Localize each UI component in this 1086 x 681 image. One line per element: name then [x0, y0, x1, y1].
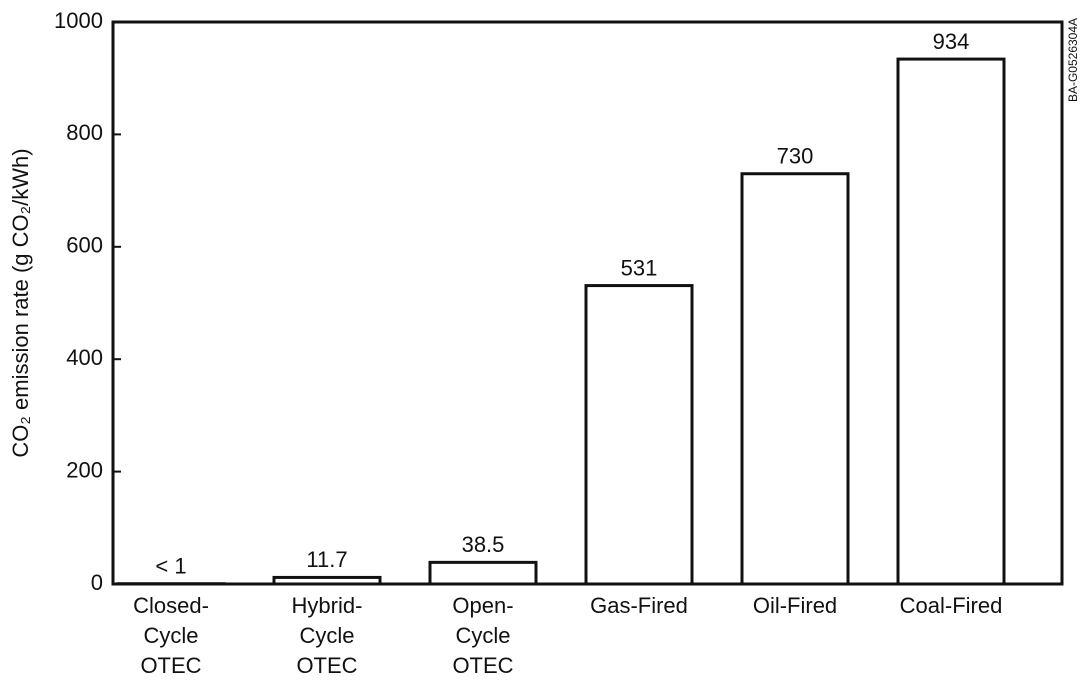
value-label: 531 — [621, 255, 658, 280]
y-tick-label: 1000 — [54, 8, 103, 33]
x-tick-label: OTEC — [452, 653, 513, 678]
x-tick-label: Oil-Fired — [753, 593, 837, 618]
value-label: 934 — [933, 29, 970, 54]
x-tick-label: OTEC — [140, 653, 201, 678]
bar — [896, 57, 1006, 586]
bar — [740, 172, 850, 586]
value-label: 38.5 — [462, 532, 505, 557]
x-tick-label: Hybrid- — [292, 593, 363, 618]
x-tick-label: Cycle — [143, 623, 198, 648]
x-tick-label: Open- — [452, 593, 513, 618]
y-tick-label: 600 — [66, 233, 103, 258]
x-tick-label: Gas-Fired — [590, 593, 688, 618]
x-tick-label: Cycle — [455, 623, 510, 648]
value-label: < 1 — [155, 554, 186, 579]
y-tick-label: 400 — [66, 345, 103, 370]
x-tick-label: Coal-Fired — [900, 593, 1003, 618]
x-tick-label: OTEC — [296, 653, 357, 678]
y-tick-label: 800 — [66, 120, 103, 145]
bar — [584, 284, 694, 586]
x-tick-label: Cycle — [299, 623, 354, 648]
y-tick-label: 200 — [66, 457, 103, 482]
bar — [272, 575, 382, 586]
value-label: 730 — [777, 144, 814, 169]
y-axis-label: CO₂ emission rate (g CO₂/kWh) — [8, 148, 33, 457]
value-label: 11.7 — [306, 547, 347, 572]
y-tick-label: 0 — [91, 570, 103, 595]
x-tick-label: Closed- — [133, 593, 209, 618]
bar — [428, 560, 538, 586]
side-note: BA-G0526304A — [1066, 18, 1080, 102]
